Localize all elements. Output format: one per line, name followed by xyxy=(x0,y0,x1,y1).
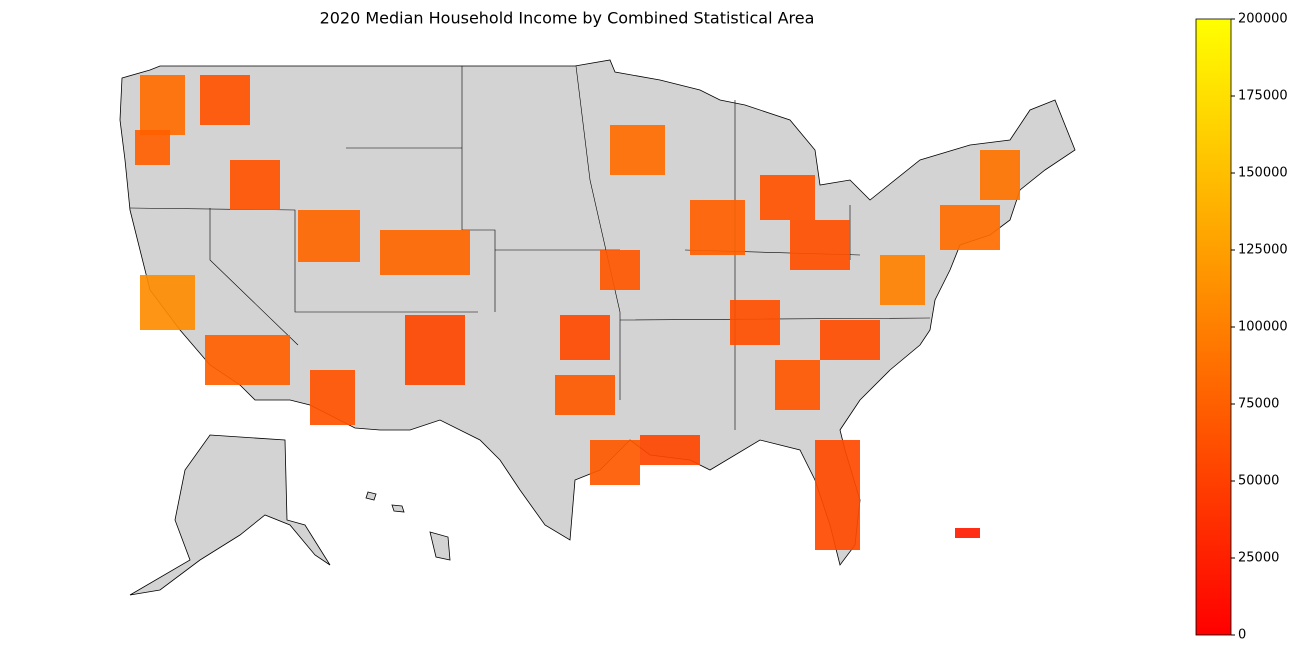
colorbar-tick-label: 200000 xyxy=(1238,12,1288,27)
csa-region xyxy=(980,150,1020,200)
csa-region xyxy=(298,210,360,262)
csa-region xyxy=(405,315,465,385)
csa-region xyxy=(140,75,185,135)
csa-region xyxy=(790,220,850,270)
hawaii xyxy=(429,531,451,561)
csa-region xyxy=(880,255,925,305)
csa-region xyxy=(690,200,745,255)
csa-region xyxy=(820,320,880,360)
csa-region xyxy=(730,300,780,345)
csa-region xyxy=(310,370,355,425)
csa-region xyxy=(600,250,640,290)
csa-region xyxy=(775,360,820,410)
csa-region xyxy=(940,205,1000,250)
colorbar-tick-label: 100000 xyxy=(1238,320,1288,335)
csa-region xyxy=(815,440,860,550)
csa-region xyxy=(205,335,290,385)
csa-region xyxy=(955,528,980,538)
csa-region xyxy=(560,315,610,360)
colorbar-tick-label: 125000 xyxy=(1238,243,1288,258)
csa-region xyxy=(590,440,640,485)
alaska xyxy=(129,434,331,596)
chart-title: 2020 Median Household Income by Combined… xyxy=(320,9,815,28)
colorbar-tick-label: 25000 xyxy=(1238,551,1279,566)
csa-region xyxy=(200,75,250,125)
colorbar-tick-label: 75000 xyxy=(1238,397,1279,412)
csa-region xyxy=(640,435,700,465)
hawaii xyxy=(391,504,405,513)
basemap xyxy=(119,59,1076,596)
colorbar-tick-label: 0 xyxy=(1238,628,1246,643)
csa-region xyxy=(140,275,195,330)
csa-region xyxy=(380,230,470,275)
colorbar-tick-label: 50000 xyxy=(1238,474,1279,489)
csa-region xyxy=(555,375,615,415)
csa-region xyxy=(135,130,170,165)
colorbar xyxy=(1195,18,1232,636)
regions xyxy=(135,75,1020,550)
colorbar-tick-label: 150000 xyxy=(1238,166,1288,181)
csa-region xyxy=(230,160,280,210)
hawaii xyxy=(365,491,377,501)
colorbar-tick-label: 175000 xyxy=(1238,89,1288,104)
csa-region xyxy=(760,175,815,220)
csa-region xyxy=(610,125,665,175)
